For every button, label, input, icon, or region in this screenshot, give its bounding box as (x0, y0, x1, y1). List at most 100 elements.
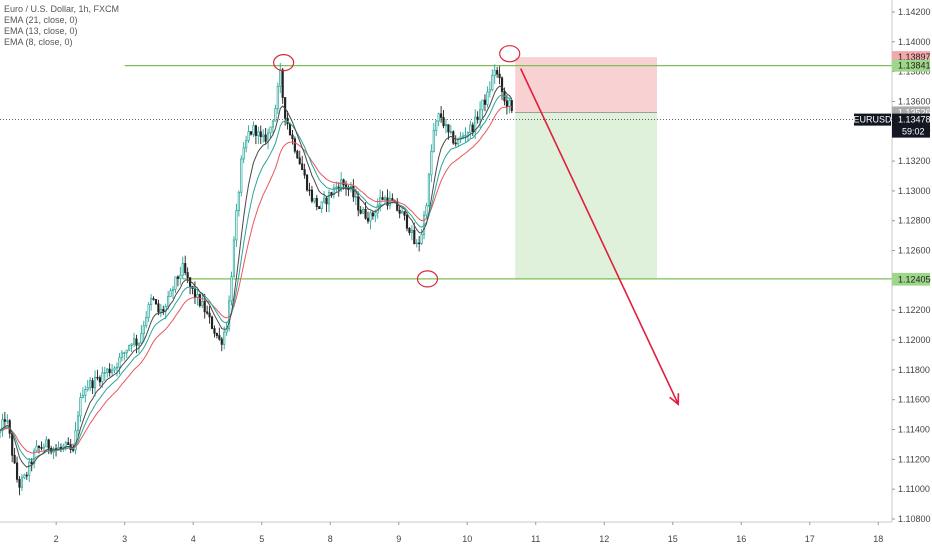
candle-body (474, 116, 477, 133)
candle-body (296, 150, 299, 159)
y-tick-label: 1.13000 (898, 186, 931, 196)
candle-body (505, 100, 508, 107)
candle-body (413, 229, 416, 245)
candle-body (98, 377, 101, 383)
y-tick-label: 1.11400 (898, 425, 930, 435)
candle-body (440, 113, 443, 118)
candle-body (491, 75, 494, 91)
candle-body (486, 91, 489, 105)
chart-title: Euro / U.S. Dollar, 1h, FXCM (4, 4, 120, 14)
candle-body (342, 179, 345, 186)
candle-body (89, 380, 92, 388)
candle-body (150, 298, 153, 305)
candle-body (0, 430, 2, 433)
candle-body (64, 442, 67, 447)
candle-body (418, 242, 421, 245)
candle-body (279, 69, 282, 87)
forecast-arrow-line (519, 68, 679, 405)
candle-body (167, 296, 170, 307)
y-tick-label: 1.13600 (898, 96, 931, 106)
x-tick-label: 10 (462, 534, 472, 544)
candle-body (135, 338, 138, 346)
candle-body (11, 433, 14, 456)
candle-body (252, 125, 255, 135)
candle-body (230, 276, 233, 302)
candle-body (20, 477, 24, 488)
candle-body (264, 134, 267, 142)
y-tick-label: 1.11200 (898, 454, 930, 464)
candle-body (344, 184, 348, 190)
x-tick-label: 3 (122, 534, 127, 544)
candle-body (47, 439, 50, 449)
candle-body (162, 309, 165, 312)
candle-body (174, 276, 177, 290)
candle-body (15, 462, 19, 480)
candle-body (354, 196, 357, 198)
candle-body (466, 132, 469, 136)
candle-body (147, 304, 150, 318)
candle-body (1, 419, 4, 432)
candle-body (432, 130, 435, 152)
candle-body (25, 474, 28, 477)
x-tick-label: 16 (736, 534, 746, 544)
candle-body (79, 397, 82, 417)
highlight-circle (499, 45, 521, 63)
candle-body (201, 300, 204, 307)
candle-body (3, 419, 6, 422)
candle-body (33, 450, 36, 465)
candle-body (186, 272, 189, 279)
candles-group (0, 62, 513, 496)
candle-body (276, 85, 279, 109)
candle-body (235, 210, 238, 241)
candle-body (169, 290, 172, 297)
forecast-arrow-head (669, 393, 680, 406)
candle-body (498, 73, 501, 79)
candle-body (405, 214, 409, 229)
candle-body (96, 376, 99, 379)
indicator-legend-2: EMA (8, close, 0) (4, 37, 73, 47)
candle-body (281, 69, 284, 98)
y-tick-label: 1.11600 (898, 395, 930, 405)
last-price-tag-bg (892, 113, 930, 138)
chart-legend: Euro / U.S. Dollar, 1h, FXCM EMA (21, cl… (4, 4, 119, 48)
candle-body (381, 197, 384, 200)
candle-body (454, 142, 457, 145)
candle-body (461, 135, 465, 138)
candle-body (232, 239, 236, 278)
y-tick-label: 1.12000 (898, 335, 931, 345)
candle-body (118, 357, 121, 368)
y-tick-label: 1.14200 (898, 7, 931, 17)
y-tick-label: 1.12200 (898, 305, 931, 315)
countdown-label: 59:02 (902, 127, 925, 137)
x-tick-label: 8 (328, 534, 333, 544)
y-tick-label: 1.13200 (898, 156, 931, 166)
stop-price-tag: 1.13897 (898, 52, 931, 62)
symbol-tag-bg (854, 113, 891, 126)
candle-body (476, 116, 479, 120)
candle-body (288, 123, 292, 136)
candle-body (325, 197, 328, 205)
x-tick-label: 5 (259, 534, 264, 544)
x-tick-label: 17 (805, 534, 815, 544)
candle-body (369, 212, 372, 222)
candle-body (103, 372, 106, 374)
candle-body (30, 461, 33, 465)
candle-body (198, 294, 201, 307)
candle-body (130, 343, 133, 346)
candle-body (84, 389, 87, 396)
candle-body (145, 317, 148, 327)
candle-body (332, 187, 335, 195)
candle-body (215, 332, 218, 336)
candle-body (488, 89, 491, 93)
candle-body (388, 198, 392, 206)
candle-body (159, 309, 162, 313)
candle-body (120, 352, 123, 358)
y-tick-label: 1.12600 (898, 246, 931, 256)
entry-price-tag: 1.13526 (898, 107, 931, 117)
candle-body (237, 191, 240, 212)
candle-body (76, 415, 80, 432)
indicator-legend-1: EMA (13, close, 0) (4, 26, 78, 36)
candle-body (449, 131, 452, 133)
target-price-tag: 1.12405 (898, 275, 931, 285)
